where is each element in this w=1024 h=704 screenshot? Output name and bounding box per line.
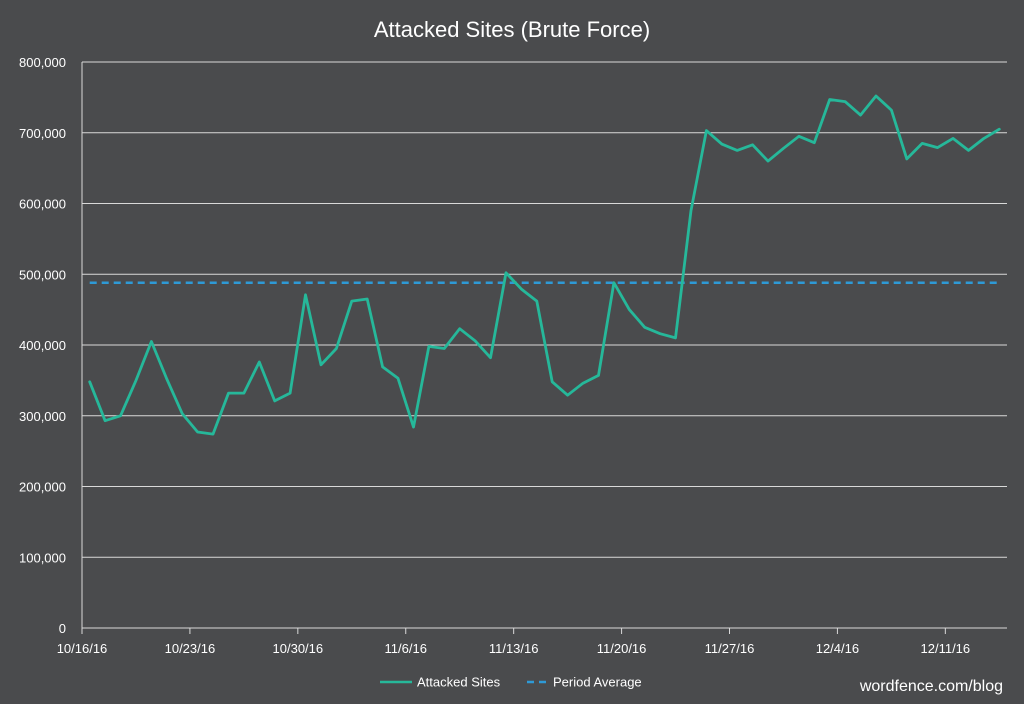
legend-label-period-average: Period Average	[553, 675, 642, 690]
y-tick-label: 600,000	[19, 197, 66, 212]
series-line-attacked-sites	[88, 94, 1001, 436]
y-tick-labels: 0 100,000 200,000 300,000 400,000 500,000 600,…	[19, 55, 66, 636]
y-tick-label: 400,000	[19, 338, 66, 353]
watermark-text: wordfence.com/blog	[859, 678, 1003, 695]
x-tick-labels: 10/16/16 10/23/16 10/30/16 11/6/16 11/13/16 1…	[57, 628, 970, 656]
y-tick-label: 500,000	[19, 267, 66, 282]
x-tick-label: 10/16/16	[57, 641, 108, 656]
y-tick-label: 800,000	[19, 55, 66, 70]
x-tick-label: 11/27/16	[705, 641, 755, 656]
x-tick-label: 11/13/16	[489, 641, 539, 656]
x-tick-label: 10/30/16	[273, 641, 324, 656]
chart-title: Attacked Sites (Brute Force)	[374, 17, 650, 42]
x-tick-label: 11/20/16	[597, 641, 647, 656]
y-tick-label: 0	[59, 621, 66, 636]
legend: Attacked Sites Period Average	[380, 675, 642, 690]
series-layer	[88, 94, 1001, 436]
y-tick-label: 700,000	[19, 126, 66, 141]
x-tick-label: 12/11/16	[921, 641, 971, 656]
x-tick-label: 12/4/16	[816, 641, 859, 656]
x-tick-label: 11/6/16	[385, 641, 427, 656]
x-tick-label: 10/23/16	[165, 641, 216, 656]
y-tick-label: 300,000	[19, 409, 66, 424]
legend-label-attacked-sites: Attacked Sites	[417, 675, 501, 690]
y-tick-label: 200,000	[19, 480, 66, 495]
y-tick-label: 100,000	[19, 550, 66, 565]
